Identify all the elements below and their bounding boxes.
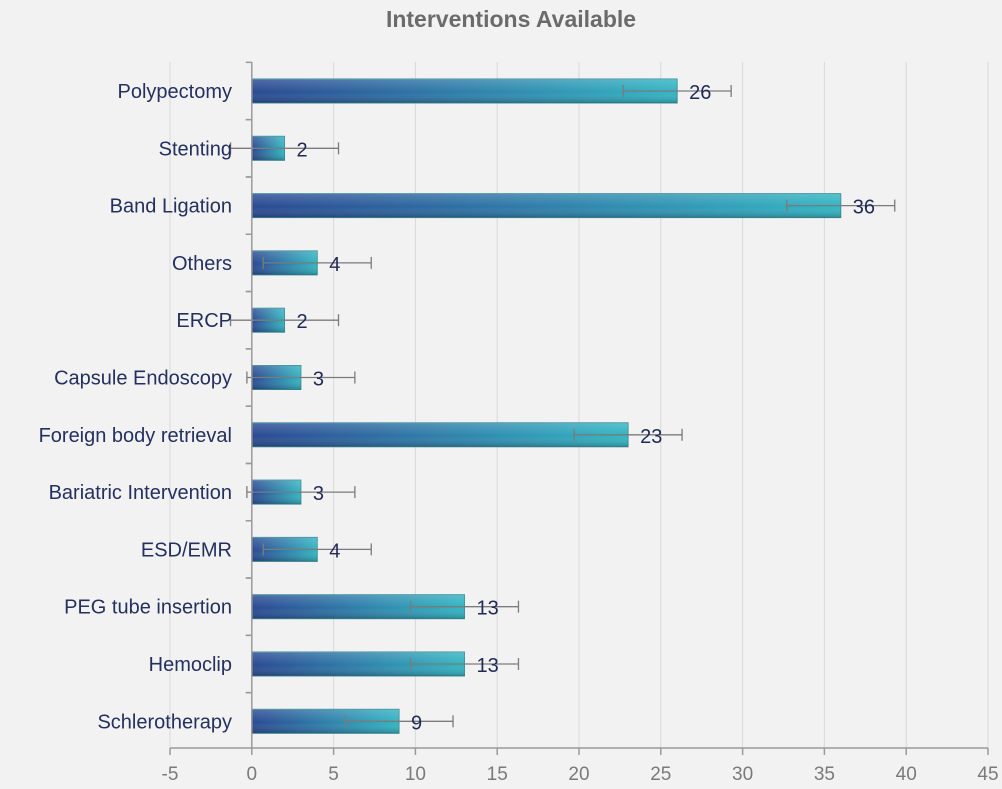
category-label: ESD/EMR [141, 539, 232, 561]
error-bars [229, 85, 896, 728]
x-tick-label: 15 [487, 764, 508, 785]
data-label: 13 [476, 655, 498, 677]
x-tick-label: 20 [568, 764, 589, 785]
category-label: Stenting [159, 138, 232, 160]
data-label: 2 [297, 139, 308, 161]
category-label: PEG tube insertion [64, 597, 232, 619]
axes [169, 61, 989, 755]
category-label: Polypectomy [118, 81, 233, 103]
data-label: 3 [313, 369, 324, 391]
data-label: 9 [411, 712, 422, 734]
category-label: Band Ligation [110, 196, 232, 218]
x-tick-label: 40 [896, 764, 917, 785]
data-label: 4 [329, 540, 340, 562]
data-label: 2 [297, 311, 308, 333]
category-label: Schlerotherapy [97, 711, 232, 733]
bars [251, 78, 842, 734]
x-tick-label: 35 [814, 764, 835, 785]
x-tick-label: 25 [650, 764, 671, 785]
x-tick-label: 10 [405, 764, 426, 785]
bar-shade [251, 79, 678, 103]
category-label: Hemoclip [149, 654, 232, 676]
category-label: Foreign body retrieval [39, 425, 232, 447]
gridlines [169, 62, 989, 748]
data-label: 4 [329, 254, 340, 276]
bar-shade [251, 422, 629, 447]
data-label: 26 [689, 82, 711, 104]
x-tick-label: 45 [977, 764, 998, 785]
data-label: 3 [313, 483, 324, 505]
x-tick-label: -5 [162, 764, 179, 785]
x-tick-label: 0 [247, 764, 258, 785]
category-label: Others [172, 253, 232, 275]
category-label: Bariatric Intervention [49, 482, 232, 504]
x-tick-label: 30 [732, 764, 753, 785]
category-label: Capsule Endoscopy [54, 368, 232, 390]
category-label: ERCP [176, 310, 232, 332]
labels: -5 0 5 10 15 20 25 30 35 40 45 Polypectomy 26 Stentin… [39, 81, 999, 785]
data-label: 23 [640, 426, 662, 448]
bar-shade [251, 193, 841, 218]
data-label: 36 [853, 197, 875, 219]
x-tick-label: 5 [328, 764, 339, 785]
data-label: 13 [476, 598, 498, 620]
chart-title: Interventions Available [386, 6, 636, 32]
